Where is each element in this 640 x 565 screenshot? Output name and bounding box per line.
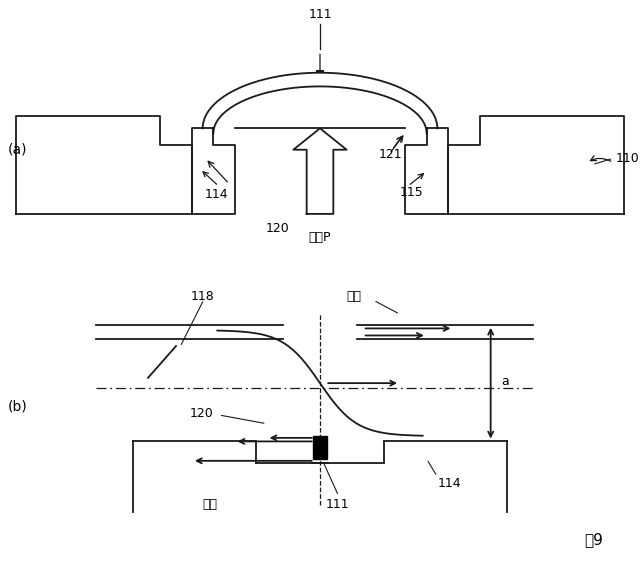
Text: 111: 111 xyxy=(308,8,332,21)
Text: 110: 110 xyxy=(616,152,640,165)
Text: a: a xyxy=(501,375,509,388)
Bar xyxy=(312,436,328,459)
Text: 121: 121 xyxy=(379,147,403,160)
Text: 围9: 围9 xyxy=(584,532,603,547)
Text: 114: 114 xyxy=(204,188,228,201)
Text: 引張: 引張 xyxy=(347,290,362,303)
Text: 111: 111 xyxy=(325,498,349,511)
Text: 114: 114 xyxy=(437,477,461,490)
Text: 115: 115 xyxy=(400,186,424,199)
Text: 118: 118 xyxy=(191,290,214,303)
Text: 120: 120 xyxy=(266,223,289,236)
Text: 圩縮: 圩縮 xyxy=(203,498,218,511)
Text: 圩力P: 圩力P xyxy=(308,231,332,244)
Text: (b): (b) xyxy=(8,399,28,413)
Text: (a): (a) xyxy=(8,143,28,157)
Text: 120: 120 xyxy=(189,407,213,420)
